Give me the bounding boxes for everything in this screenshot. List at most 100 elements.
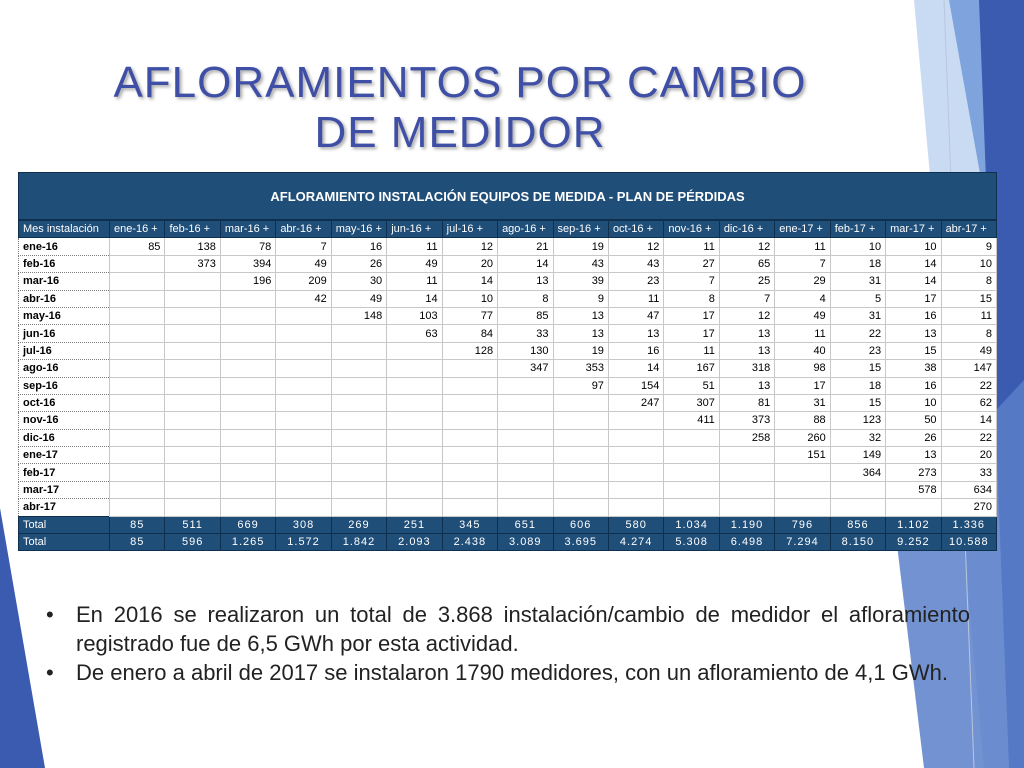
- table-cell: [219, 480, 277, 500]
- row-label: ene-17: [18, 446, 110, 465]
- total-cell: 669: [219, 515, 277, 535]
- table-cell: [441, 411, 499, 430]
- table-cell: [108, 306, 166, 326]
- table-cell: 11: [663, 237, 720, 256]
- table-cell: 167: [663, 359, 720, 378]
- total-cell: 3.089: [497, 533, 554, 552]
- row-label: may-16: [18, 306, 110, 326]
- table-cell: [607, 480, 665, 500]
- table-cell: 4: [774, 289, 831, 308]
- table-cell: [718, 480, 776, 500]
- table-cell: 16: [330, 237, 388, 256]
- table-cell: 123: [829, 411, 887, 430]
- row-label: ene-16: [18, 237, 110, 256]
- total-cell: 1.336: [940, 515, 998, 535]
- row-label: ago-16: [18, 359, 110, 378]
- table-cell: 50: [885, 411, 942, 430]
- total-cell: 3.695: [552, 533, 609, 552]
- table-cell: 32: [829, 428, 887, 448]
- table-cell: 10: [940, 254, 998, 274]
- table-cell: [885, 498, 942, 517]
- table-cell: 49: [774, 306, 831, 326]
- total-cell: 1.034: [663, 515, 720, 535]
- table-cell: [219, 498, 277, 517]
- table-cell: 149: [829, 446, 887, 465]
- table-cell: 23: [829, 341, 887, 361]
- total-cell: 4.274: [607, 533, 665, 552]
- column-header: dic-16 +: [718, 219, 776, 239]
- column-header: may-16 +: [330, 219, 388, 239]
- table-cell: 12: [607, 237, 665, 256]
- table-cell: [164, 289, 221, 308]
- row-label: nov-16: [18, 411, 110, 430]
- table-cell: 8: [940, 272, 998, 291]
- table-cell: 11: [386, 237, 443, 256]
- table-cell: 33: [497, 324, 554, 343]
- table-cell: 138: [164, 237, 221, 256]
- table-cell: [663, 428, 720, 448]
- table-cell: 26: [330, 254, 388, 274]
- table-cell: 12: [718, 306, 776, 326]
- table-cell: [108, 272, 166, 291]
- table-cell: 9: [552, 289, 609, 308]
- table-cell: [108, 376, 166, 395]
- table-cell: 11: [940, 306, 998, 326]
- table-cell: 13: [552, 306, 609, 326]
- table-cell: [497, 463, 554, 482]
- table-cell: [164, 480, 221, 500]
- table-cell: 11: [774, 237, 831, 256]
- table-cell: 97: [552, 376, 609, 395]
- total-row: Total 85 511 669 308 269 251 345 651 606 580 1.034 1…: [18, 515, 998, 535]
- table-cell: 16: [885, 306, 942, 326]
- table-cell: 151: [774, 446, 831, 465]
- row-label: mar-16: [18, 272, 110, 291]
- table-cell: 11: [663, 341, 720, 361]
- table-cell: 11: [774, 324, 831, 343]
- column-header: ene-17 +: [774, 219, 831, 239]
- table-cell: 10: [829, 237, 887, 256]
- total-cell: 269: [330, 515, 388, 535]
- table-cell: [552, 411, 609, 430]
- table-cell: 85: [108, 237, 166, 256]
- column-header: ago-16 +: [497, 219, 554, 239]
- decorative-shapes-left: [0, 508, 45, 768]
- losses-table-panel: AFLORAMIENTO INSTALACIÓN EQUIPOS DE MEDI…: [18, 172, 998, 552]
- table-cell: 14: [885, 272, 942, 291]
- table-cell: [718, 498, 776, 517]
- total-label: Total: [18, 533, 110, 552]
- total-cell: 1.572: [275, 533, 332, 552]
- table-cell: 63: [386, 324, 443, 343]
- table-cell: [386, 498, 443, 517]
- table-cell: [275, 411, 332, 430]
- table-cell: [552, 428, 609, 448]
- table-cell: 13: [718, 324, 776, 343]
- table-cell: [164, 446, 221, 465]
- table-cell: 31: [774, 393, 831, 413]
- total-cell: 8.150: [829, 533, 887, 552]
- row-label: abr-17: [18, 498, 110, 517]
- table-cell: [164, 359, 221, 378]
- table-cell: [441, 446, 499, 465]
- table-cell: [275, 446, 332, 465]
- bullet-dot-icon: •: [46, 602, 54, 627]
- table-cell: 273: [885, 463, 942, 482]
- table-cell: [552, 463, 609, 482]
- table-cell: [330, 480, 388, 500]
- table-cell: 14: [885, 254, 942, 274]
- table-cell: 578: [885, 480, 942, 500]
- table-cell: [441, 480, 499, 500]
- column-header: mar-17 +: [885, 219, 942, 239]
- table-cell: 634: [940, 480, 998, 500]
- table-cell: [441, 428, 499, 448]
- table-cell: [497, 480, 554, 500]
- table-cell: 8: [940, 324, 998, 343]
- table-cell: 373: [164, 254, 221, 274]
- table-cell: [164, 428, 221, 448]
- slide-title: AFLORAMIENTOS POR CAMBIO DE MEDIDOR: [60, 58, 860, 158]
- column-header: ene-16 +: [108, 219, 166, 239]
- total-cell: 345: [441, 515, 499, 535]
- table-cell: [275, 428, 332, 448]
- total-cell: 251: [386, 515, 443, 535]
- row-label: jul-16: [18, 341, 110, 361]
- table-cell: 22: [940, 376, 998, 395]
